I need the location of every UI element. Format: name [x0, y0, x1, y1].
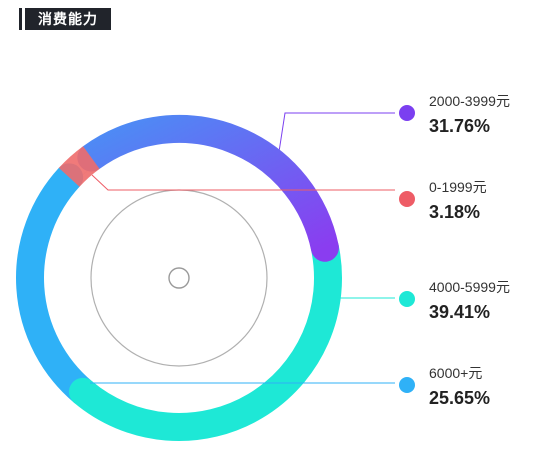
legend-label-0-1999: 0-1999元 [429, 179, 487, 195]
legend-dot-4000-5999 [399, 291, 415, 307]
legend-percent-6000-plus: 25.65% [429, 388, 490, 408]
leader-line-0-1999 [91, 174, 395, 191]
slice-2000-3999 [77, 115, 339, 262]
legend-label-2000-3999: 2000-3999元 [429, 93, 510, 109]
legend-label-4000-5999: 4000-5999元 [429, 279, 510, 295]
inner-ring-middle [90, 189, 268, 367]
center-dot [168, 267, 190, 289]
slice-4000-5999 [68, 233, 342, 441]
leader-line-2000-3999 [278, 112, 395, 150]
legend-dot-6000-plus [399, 377, 415, 393]
chart-title-badge: 消费能力 [22, 8, 111, 30]
slice-0-1999 [58, 146, 100, 188]
donut-slices [16, 115, 342, 441]
legend-percent-0-1999: 3.18% [429, 202, 480, 222]
chart-title: 消费能力 [38, 12, 98, 28]
legend-label-6000-plus: 6000+元 [429, 365, 482, 381]
legend-percent-2000-3999: 31.76% [429, 116, 490, 136]
legend-dot-2000-3999 [399, 105, 415, 121]
legend-dot-0-1999 [399, 191, 415, 207]
legend: 2000-3999元 31.76% 0-1999元 3.18% 4000-5999元 39… [399, 93, 510, 408]
legend-percent-4000-5999: 39.41% [429, 302, 490, 322]
slice-6000-plus [16, 163, 97, 406]
leader-lines [90, 112, 395, 384]
